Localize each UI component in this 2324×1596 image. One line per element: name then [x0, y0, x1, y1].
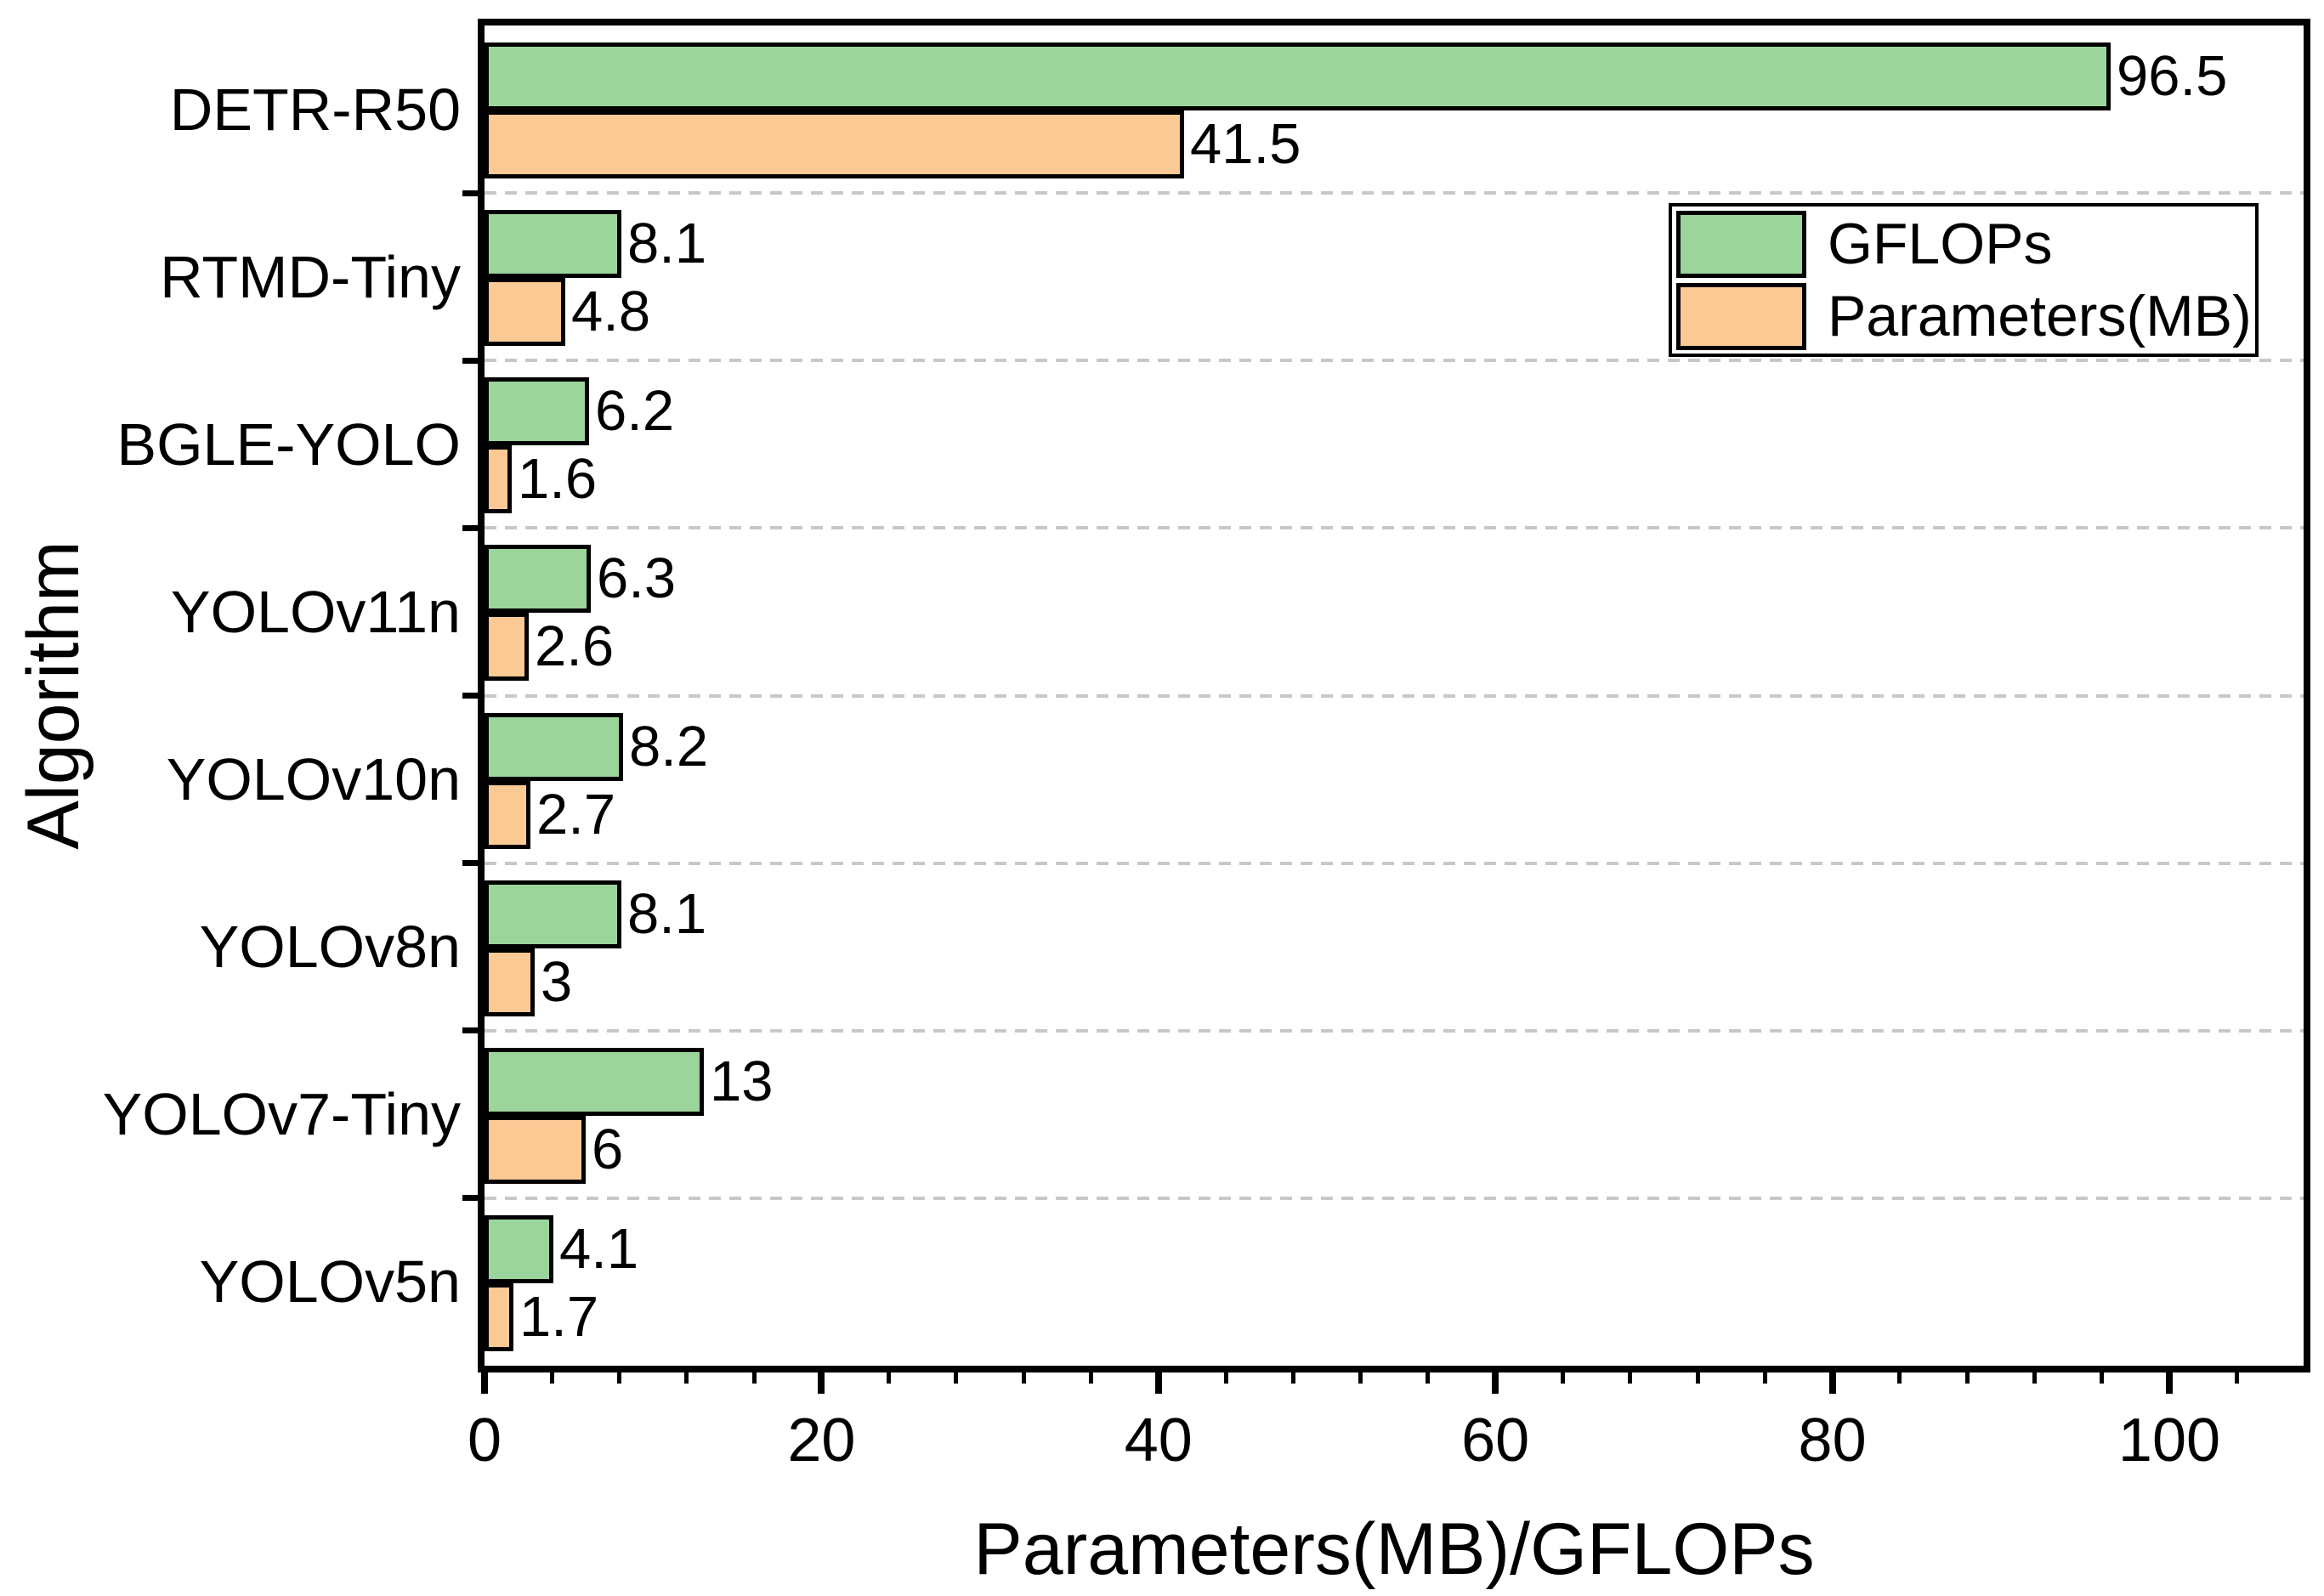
x-axis-minor-tick	[2032, 1372, 2037, 1384]
x-axis-minor-tick	[1964, 1372, 1970, 1384]
bar-value-label: 1.6	[518, 447, 598, 512]
x-axis-tick-label: 0	[467, 1406, 502, 1474]
bar-parameters	[485, 780, 530, 849]
x-axis-tick-label: 60	[1461, 1406, 1530, 1474]
bar-value-label: 13	[710, 1049, 774, 1113]
x-axis-minor-tick	[1897, 1372, 1902, 1384]
x-axis-minor-tick	[1628, 1372, 1633, 1384]
bar-value-label: 1.7	[519, 1284, 599, 1349]
x-axis-major-tick	[2166, 1372, 2173, 1394]
x-axis-minor-tick	[1223, 1372, 1228, 1384]
y-axis-tick	[462, 524, 478, 531]
bar-parameters	[485, 278, 565, 347]
y-axis-tick	[462, 190, 478, 196]
bar-gflops	[485, 880, 621, 948]
bar-value-label: 6.3	[597, 546, 677, 611]
x-axis-major-tick	[481, 1372, 488, 1394]
category-label: YOLOv10n	[166, 746, 461, 813]
x-axis-major-tick	[1828, 1372, 1836, 1394]
x-axis-minor-tick	[1426, 1372, 1431, 1384]
x-axis-minor-tick	[1695, 1372, 1700, 1384]
x-axis-minor-tick	[1089, 1372, 1094, 1384]
x-axis-major-tick	[818, 1372, 825, 1394]
bar-value-label: 8.1	[627, 212, 707, 276]
bar-parameters	[485, 1282, 513, 1351]
bar-value-label: 6.2	[595, 379, 675, 444]
grid-line	[485, 1196, 2304, 1200]
x-axis-minor-tick	[684, 1372, 689, 1384]
x-axis-minor-tick	[2234, 1372, 2239, 1384]
y-axis-tick	[462, 693, 478, 699]
x-axis-tick-label: 80	[1798, 1406, 1867, 1474]
y-axis-tick	[462, 357, 478, 364]
bar-parameters	[485, 948, 535, 1016]
legend-label: GFLOPs	[1828, 212, 2053, 276]
category-label: BGLE-YOLO	[116, 410, 461, 478]
x-axis-major-tick	[1154, 1372, 1162, 1394]
bar-gflops	[485, 712, 623, 781]
category-label: YOLOv11n	[170, 578, 461, 645]
grid-line	[485, 359, 2304, 363]
y-axis-tick	[462, 860, 478, 867]
bar-value-label: 2.6	[535, 614, 615, 679]
bar-gflops	[485, 1047, 704, 1116]
bar-value-label: 8.1	[627, 881, 707, 946]
x-axis-minor-tick	[2100, 1372, 2105, 1384]
x-axis-minor-tick	[1358, 1372, 1363, 1384]
bar-value-label: 8.2	[629, 714, 709, 778]
grid-line	[485, 191, 2304, 195]
bar-parameters	[485, 110, 1184, 178]
bar-value-label: 6	[592, 1117, 624, 1181]
bar-parameters	[485, 613, 529, 682]
bar-gflops	[485, 545, 591, 614]
category-label: DETR-R50	[169, 76, 461, 143]
x-axis-minor-tick	[1560, 1372, 1565, 1384]
grid-line	[485, 1028, 2304, 1033]
x-axis-minor-tick	[1021, 1372, 1026, 1384]
legend-swatch	[1676, 283, 1806, 350]
x-axis-tick-label: 100	[2117, 1406, 2221, 1474]
y-axis-tick	[462, 1027, 478, 1034]
grid-line	[485, 693, 2304, 698]
x-axis-minor-tick	[1762, 1372, 1767, 1384]
x-axis-minor-tick	[617, 1372, 622, 1384]
y-axis-tick	[462, 1195, 478, 1202]
category-label: YOLOv5n	[199, 1248, 461, 1316]
bar-gflops	[485, 210, 621, 279]
grid-line	[485, 861, 2304, 865]
bar-value-label: 96.5	[2117, 44, 2228, 108]
bar-gflops	[485, 42, 2111, 110]
legend: GFLOPs Parameters(MB)	[1669, 203, 2259, 357]
y-axis-title: Algorithm	[13, 540, 94, 850]
x-axis-tick-label: 40	[1124, 1406, 1193, 1474]
x-axis-minor-tick	[549, 1372, 554, 1384]
x-axis-title: Parameters(MB)/GFLOPs	[973, 1508, 1815, 1590]
x-axis-minor-tick	[954, 1372, 959, 1384]
x-axis-tick-label: 20	[787, 1406, 856, 1474]
bar-value-label: 4.1	[559, 1216, 639, 1281]
category-label: YOLOv8n	[199, 914, 461, 981]
x-axis-major-tick	[1492, 1372, 1499, 1394]
bar-value-label: 4.8	[571, 280, 651, 344]
bar-gflops	[485, 1214, 553, 1283]
legend-swatch	[1676, 211, 1806, 278]
x-axis-minor-tick	[887, 1372, 892, 1384]
x-axis-minor-tick	[751, 1372, 757, 1384]
category-label: RTMD-Tiny	[160, 243, 461, 310]
bar-value-label: 41.5	[1190, 112, 1301, 176]
grid-line	[485, 526, 2304, 530]
x-axis-minor-tick	[1290, 1372, 1295, 1384]
bar-value-label: 3	[541, 949, 573, 1014]
category-label: YOLOv7-Tiny	[102, 1081, 461, 1148]
bar-gflops	[485, 377, 589, 446]
bar-parameters	[485, 445, 512, 514]
legend-label: Parameters(MB)	[1828, 284, 2252, 348]
bar-parameters	[485, 1115, 586, 1184]
bar-value-label: 2.7	[536, 782, 616, 846]
